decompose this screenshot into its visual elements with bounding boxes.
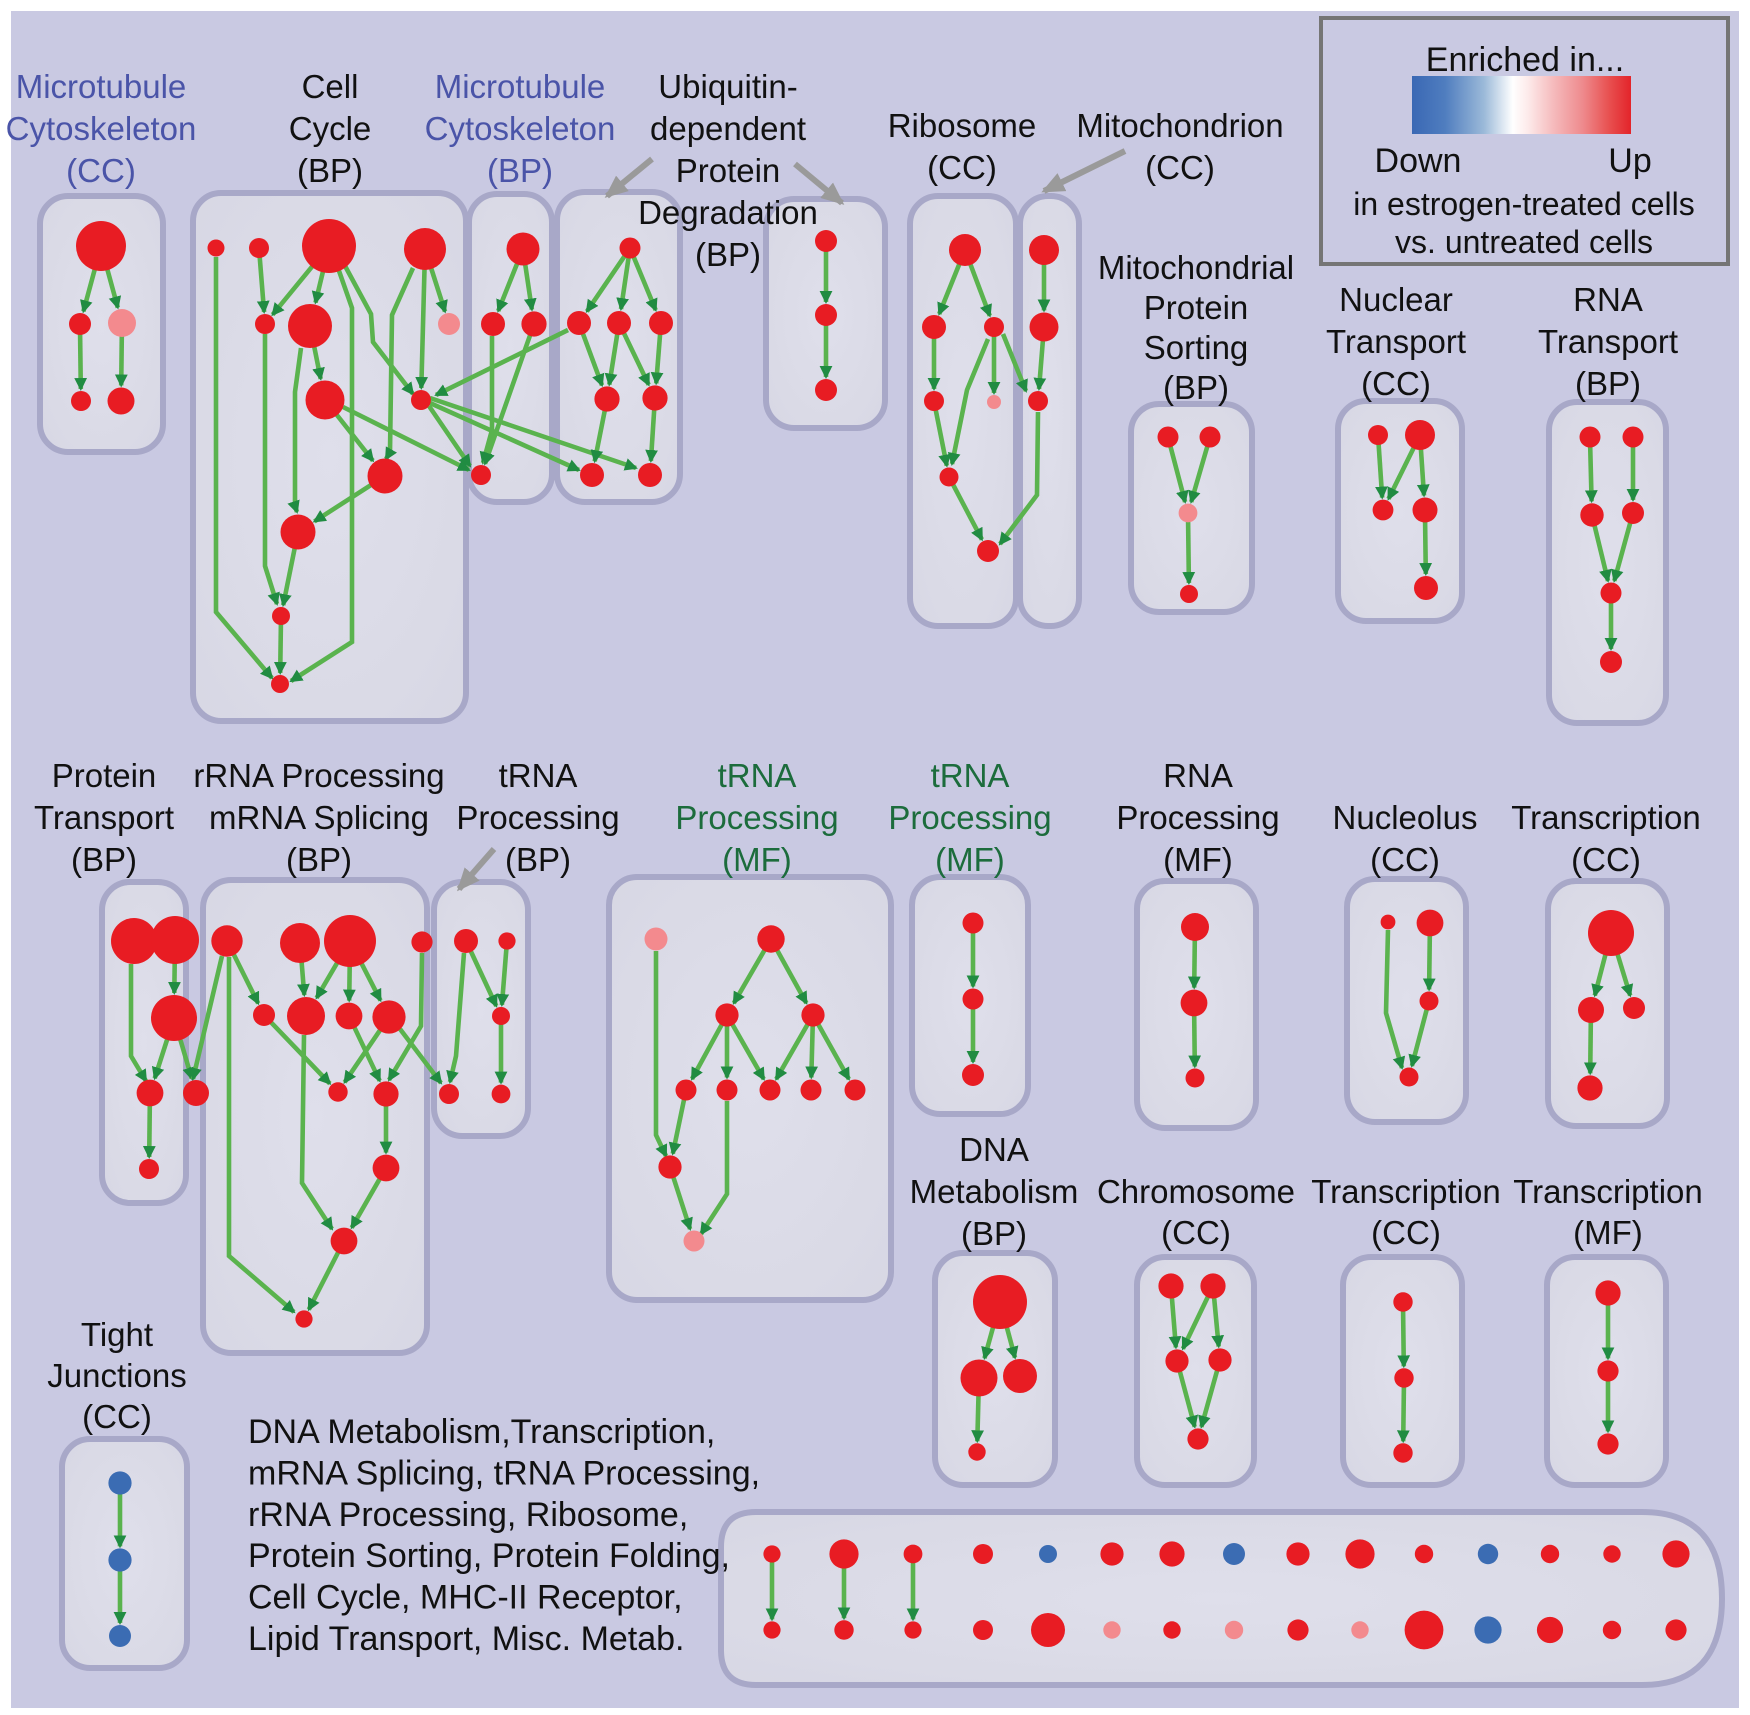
svg-text:Chromosome: Chromosome <box>1097 1173 1295 1210</box>
svg-text:(BP): (BP) <box>1163 369 1229 406</box>
svg-text:tRNA: tRNA <box>499 757 578 794</box>
svg-text:Ubiquitin-: Ubiquitin- <box>658 68 797 105</box>
svg-text:rRNA Processing: rRNA Processing <box>193 757 444 794</box>
svg-text:RNA: RNA <box>1573 281 1643 318</box>
svg-text:in estrogen-treated cells: in estrogen-treated cells <box>1353 186 1695 222</box>
svg-text:dependent: dependent <box>650 110 806 147</box>
svg-text:Protein: Protein <box>52 757 157 794</box>
svg-text:(MF): (MF) <box>1163 841 1233 878</box>
svg-text:Microtubule: Microtubule <box>16 68 187 105</box>
svg-text:tRNA: tRNA <box>718 757 797 794</box>
svg-text:Cycle: Cycle <box>289 110 372 147</box>
svg-text:(MF): (MF) <box>935 841 1005 878</box>
svg-text:DNA: DNA <box>959 1131 1029 1168</box>
svg-text:Transcription: Transcription <box>1513 1173 1703 1210</box>
svg-text:Sorting: Sorting <box>1144 329 1249 366</box>
svg-text:(BP): (BP) <box>71 841 137 878</box>
svg-text:Up: Up <box>1608 142 1651 180</box>
svg-text:(CC): (CC) <box>927 149 997 186</box>
svg-text:Transport: Transport <box>1538 323 1678 360</box>
svg-text:(CC): (CC) <box>1370 841 1440 878</box>
svg-text:mRNA Splicing: mRNA Splicing <box>209 799 429 836</box>
svg-text:Cell Cycle, MHC-II Receptor,: Cell Cycle, MHC-II Receptor, <box>248 1579 683 1617</box>
svg-text:mRNA Splicing, tRNA Processing: mRNA Splicing, tRNA Processing, <box>248 1454 760 1492</box>
svg-text:(CC): (CC) <box>1371 1214 1441 1251</box>
svg-text:Mitochondrion: Mitochondrion <box>1076 107 1283 144</box>
svg-text:rRNA Processing, Ribosome,: rRNA Processing, Ribosome, <box>248 1496 688 1534</box>
svg-text:Metabolism: Metabolism <box>910 1173 1079 1210</box>
svg-text:RNA: RNA <box>1163 757 1233 794</box>
svg-text:Protein Sorting, Protein Foldi: Protein Sorting, Protein Folding, <box>248 1537 730 1575</box>
svg-text:(CC): (CC) <box>82 1398 152 1435</box>
svg-text:(MF): (MF) <box>722 841 792 878</box>
svg-text:(BP): (BP) <box>487 152 553 189</box>
svg-text:(CC): (CC) <box>1145 149 1215 186</box>
svg-text:(CC): (CC) <box>1571 841 1641 878</box>
svg-text:Processing: Processing <box>888 799 1051 836</box>
svg-text:Microtubule: Microtubule <box>435 68 606 105</box>
svg-text:Transport: Transport <box>1326 323 1466 360</box>
svg-text:(CC): (CC) <box>1361 365 1431 402</box>
svg-text:Protein: Protein <box>676 152 781 189</box>
svg-text:Lipid Transport, Misc. Metab.: Lipid Transport, Misc. Metab. <box>248 1620 685 1658</box>
svg-text:(CC): (CC) <box>1161 1214 1231 1251</box>
svg-text:Transcription: Transcription <box>1311 1173 1501 1210</box>
svg-text:(BP): (BP) <box>961 1215 1027 1252</box>
svg-text:Ribosome: Ribosome <box>888 107 1037 144</box>
svg-text:Enriched in...: Enriched in... <box>1426 41 1624 79</box>
svg-text:vs. untreated cells: vs. untreated cells <box>1395 224 1653 260</box>
svg-text:Cytoskeleton: Cytoskeleton <box>6 110 197 147</box>
svg-text:Processing: Processing <box>675 799 838 836</box>
svg-text:Processing: Processing <box>456 799 619 836</box>
svg-text:Protein: Protein <box>1144 289 1249 326</box>
svg-text:(BP): (BP) <box>286 841 352 878</box>
svg-text:tRNA: tRNA <box>931 757 1010 794</box>
svg-text:Down: Down <box>1375 142 1462 180</box>
svg-text:Tight: Tight <box>81 1316 153 1353</box>
svg-text:(BP): (BP) <box>695 236 761 273</box>
svg-text:DNA Metabolism,Transcription,: DNA Metabolism,Transcription, <box>248 1413 715 1451</box>
svg-text:Mitochondrial: Mitochondrial <box>1098 249 1294 286</box>
svg-text:(BP): (BP) <box>297 152 363 189</box>
svg-text:Nuclear: Nuclear <box>1339 281 1453 318</box>
svg-text:Nucleolus: Nucleolus <box>1333 799 1478 836</box>
svg-text:Cell: Cell <box>302 68 359 105</box>
svg-text:Cytoskeleton: Cytoskeleton <box>425 110 616 147</box>
svg-text:Transcription: Transcription <box>1511 799 1701 836</box>
svg-text:Degradation: Degradation <box>638 194 818 231</box>
svg-text:Junctions: Junctions <box>47 1357 186 1394</box>
svg-text:Transport: Transport <box>34 799 174 836</box>
svg-text:(CC): (CC) <box>66 152 136 189</box>
svg-text:Processing: Processing <box>1116 799 1279 836</box>
svg-text:(BP): (BP) <box>505 841 571 878</box>
svg-text:(MF): (MF) <box>1573 1214 1643 1251</box>
svg-text:(BP): (BP) <box>1575 365 1641 402</box>
